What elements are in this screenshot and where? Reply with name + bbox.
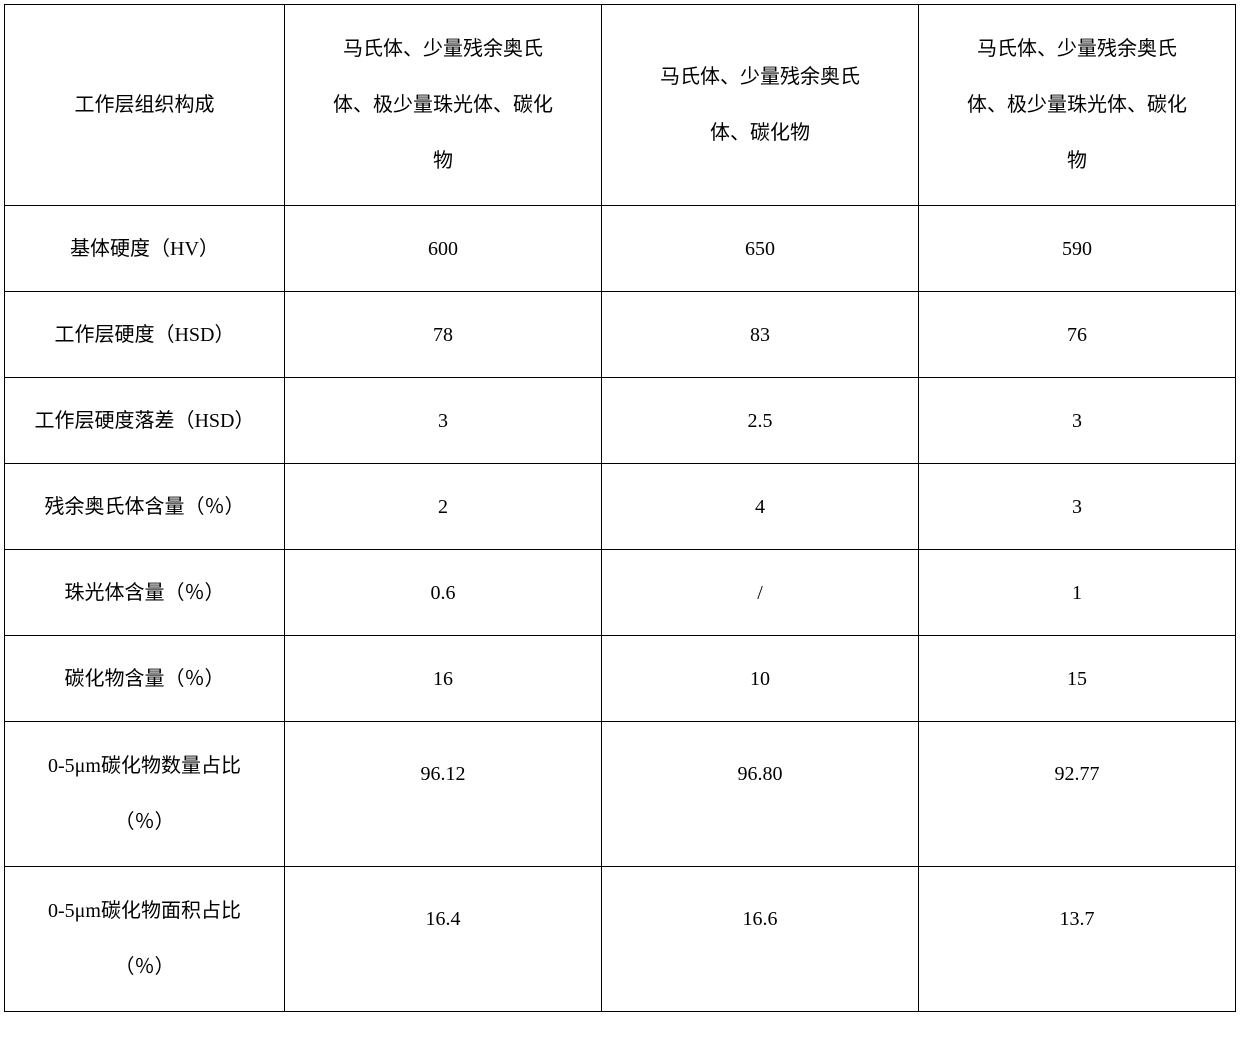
row-label: 工作层硬度落差（HSD） [5,378,285,464]
table-cell: 13.7 [919,867,1236,1012]
cell-text-line: 物 [433,150,453,172]
table-row: 0-5μm碳化物面积占比 （％） 16.4 16.6 13.7 [5,867,1236,1012]
table-cell: 3 [919,378,1236,464]
table-cell: 3 [285,378,602,464]
table-cell: 马氏体、少量残余奥氏 体、极少量珠光体、碳化 物 [285,5,602,206]
table-cell: 96.12 [285,722,602,867]
table-cell: 16.4 [285,867,602,1012]
table-row: 工作层硬度（HSD） 78 83 76 [5,292,1236,378]
table-row: 碳化物含量（％） 16 10 15 [5,636,1236,722]
table-cell: 650 [602,206,919,292]
table-cell: 16 [285,636,602,722]
data-table: 工作层组织构成 马氏体、少量残余奥氏 体、极少量珠光体、碳化 物 马氏体、少量残… [4,4,1236,1012]
cell-text-line: 马氏体、少量残余奥氏 [343,38,543,60]
row-label: 工作层硬度（HSD） [5,292,285,378]
table-cell: 3 [919,464,1236,550]
row-label: 工作层组织构成 [5,5,285,206]
cell-text-line: 马氏体、少量残余奥氏 [977,38,1177,60]
table-cell: 92.77 [919,722,1236,867]
label-text-line: （％） [115,956,175,978]
row-label: 碳化物含量（％） [5,636,285,722]
table-row: 基体硬度（HV） 600 650 590 [5,206,1236,292]
table-cell: 15 [919,636,1236,722]
table-cell: 2 [285,464,602,550]
table-cell: 590 [919,206,1236,292]
cell-text-line: 体、极少量珠光体、碳化 [967,94,1187,116]
table-cell: 马氏体、少量残余奥氏 体、极少量珠光体、碳化 物 [919,5,1236,206]
label-text-line: 0-5μm碳化物面积占比 [48,900,241,922]
table-cell: 96.80 [602,722,919,867]
table-cell: 马氏体、少量残余奥氏 体、碳化物 [602,5,919,206]
label-text-line: 0-5μm碳化物数量占比 [48,755,241,777]
table-cell: 2.5 [602,378,919,464]
label-text-line: （％） [115,811,175,833]
table-row: 残余奥氏体含量（％） 2 4 3 [5,464,1236,550]
table-row: 0-5μm碳化物数量占比 （％） 96.12 96.80 92.77 [5,722,1236,867]
table-cell: 0.6 [285,550,602,636]
table-cell: 4 [602,464,919,550]
table-row: 工作层组织构成 马氏体、少量残余奥氏 体、极少量珠光体、碳化 物 马氏体、少量残… [5,5,1236,206]
row-label: 基体硬度（HV） [5,206,285,292]
table-row: 工作层硬度落差（HSD） 3 2.5 3 [5,378,1236,464]
cell-text-line: 体、碳化物 [710,122,810,144]
table-cell: 16.6 [602,867,919,1012]
table-cell: 78 [285,292,602,378]
table-cell: 10 [602,636,919,722]
row-label: 0-5μm碳化物面积占比 （％） [5,867,285,1012]
table-cell: / [602,550,919,636]
table-cell: 76 [919,292,1236,378]
cell-text-line: 体、极少量珠光体、碳化 [333,94,553,116]
row-label: 残余奥氏体含量（％） [5,464,285,550]
cell-text-line: 物 [1067,150,1087,172]
row-label: 0-5μm碳化物数量占比 （％） [5,722,285,867]
row-label: 珠光体含量（％） [5,550,285,636]
table-row: 珠光体含量（％） 0.6 / 1 [5,550,1236,636]
table-cell: 600 [285,206,602,292]
table-cell: 83 [602,292,919,378]
table-cell: 1 [919,550,1236,636]
cell-text-line: 马氏体、少量残余奥氏 [660,66,860,88]
